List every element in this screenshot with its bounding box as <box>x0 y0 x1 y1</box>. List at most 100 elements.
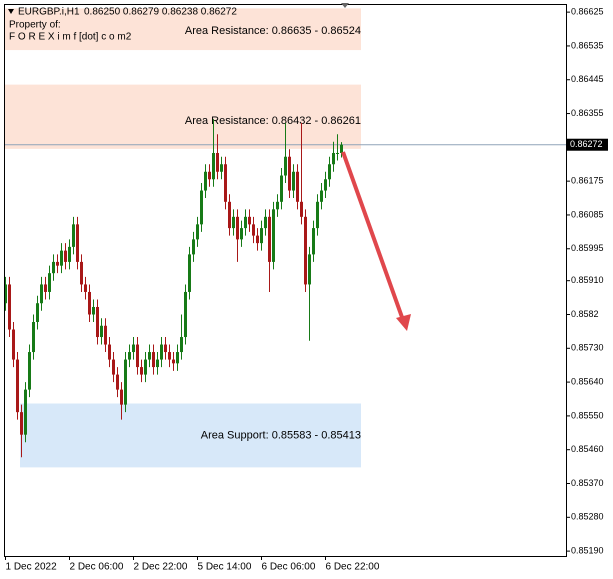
candle-body <box>152 352 155 368</box>
candle-body <box>332 152 335 165</box>
candle-body <box>312 228 315 255</box>
candle-body <box>244 216 247 229</box>
candle-body <box>120 389 123 405</box>
candle-body <box>340 144 343 153</box>
zone <box>5 8 361 51</box>
candle-body <box>300 201 303 217</box>
candle-body <box>264 216 267 229</box>
candle-body <box>228 201 231 229</box>
current-price-box <box>566 138 608 151</box>
candle-body <box>288 156 291 191</box>
candle-body <box>48 273 51 292</box>
candle-body <box>180 337 183 353</box>
candle-body <box>176 352 179 364</box>
zone-label: Area Support: 0.85583 - 0.85413 <box>201 429 361 441</box>
candle-body <box>92 306 95 315</box>
candle-body <box>324 179 327 191</box>
candle-body <box>164 344 167 353</box>
candle-body <box>40 284 43 304</box>
candle-body <box>316 201 319 229</box>
candle-body <box>20 412 23 435</box>
y-tick-label: 0.85640 <box>571 376 604 386</box>
candle-body <box>272 209 275 262</box>
candle-body <box>156 359 159 368</box>
y-tick-label: 0.86445 <box>571 74 604 84</box>
y-tick-label: 0.86085 <box>571 209 604 219</box>
y-tick-label: 0.86175 <box>571 176 604 186</box>
symbol: EURGBP.i,H1 <box>18 7 80 18</box>
candle-body <box>240 228 243 240</box>
zone-label: Area Resistance: 0.86635 - 0.86524 <box>185 25 361 37</box>
candle-body <box>252 224 255 236</box>
current-price-label: 0.86272 <box>570 139 603 149</box>
candle-body <box>36 303 39 323</box>
candle-body <box>44 284 47 292</box>
candle-body <box>72 224 75 247</box>
zones: Area Resistance: 0.86635 - 0.86524 Area R… <box>5 8 361 468</box>
candle-body <box>188 254 191 292</box>
candle-body <box>284 156 287 176</box>
x-tick-label: 2 Dec 06:00 <box>70 562 124 573</box>
y-tick-label: 0.86625 <box>571 7 604 17</box>
candle-body <box>128 352 131 360</box>
candle-body <box>224 164 227 202</box>
candle-body <box>100 325 103 338</box>
x-tick-label: 2 Dec 22:00 <box>134 562 188 573</box>
candle-body <box>268 216 271 262</box>
arrow-head <box>396 314 411 331</box>
y-tick-label: 0.86355 <box>571 108 604 118</box>
candle-body <box>168 352 171 360</box>
candle-body <box>116 374 119 390</box>
candle-body <box>204 171 207 191</box>
x-tick-label: 5 Dec 14:00 <box>198 562 252 573</box>
candle-body <box>140 367 143 375</box>
candle-body <box>52 261 55 274</box>
candle-body <box>84 284 87 292</box>
candle-body <box>136 344 139 368</box>
candle-body <box>200 190 203 225</box>
candle-body <box>160 344 163 360</box>
owner: F O R E X i m f [dot] c o m2 <box>9 32 132 43</box>
candle-body <box>108 344 111 360</box>
y-tick-label: 0.85550 <box>571 410 604 420</box>
candle-body <box>276 201 279 210</box>
candle-body <box>192 239 195 255</box>
candle-body <box>76 224 79 262</box>
candle-body <box>8 284 11 330</box>
candle-body <box>112 359 115 375</box>
y-tick-label: 0.8582 <box>571 309 599 319</box>
candle-body <box>280 175 283 202</box>
y-tick-label: 0.85280 <box>571 512 604 522</box>
quote: 0.86250 0.86279 0.86238 0.86272 <box>84 7 237 18</box>
candle-body <box>232 216 235 229</box>
candle-body <box>172 359 175 364</box>
candle-body <box>320 190 323 202</box>
candle-body <box>184 291 187 338</box>
candle-body <box>56 261 59 266</box>
candle-body <box>32 322 35 353</box>
y-tick-label: 0.85730 <box>571 343 604 353</box>
candle-body <box>248 216 251 225</box>
candle-body <box>196 224 199 240</box>
x-tick-label: 1 Dec 2022 <box>6 562 58 573</box>
candle-body <box>64 250 67 262</box>
menu-triangle <box>8 9 14 14</box>
candle-body <box>80 261 83 285</box>
candle-body <box>88 291 91 315</box>
zone-label: Area Resistance: 0.86432 - 0.86261 <box>185 115 361 127</box>
candle-body <box>236 216 239 240</box>
candle-body <box>96 306 99 338</box>
candle-body <box>220 164 223 172</box>
candle-body <box>144 359 147 375</box>
candle-body <box>296 171 299 202</box>
candle-body <box>16 359 19 413</box>
candle-body <box>256 235 259 244</box>
candle-body <box>216 152 219 172</box>
y-tick-label: 0.85910 <box>571 275 604 285</box>
candle-body <box>208 171 211 180</box>
scroll-marker <box>341 3 349 8</box>
y-tick-label: 0.85190 <box>571 545 604 555</box>
y-tick-label: 0.85370 <box>571 478 604 488</box>
